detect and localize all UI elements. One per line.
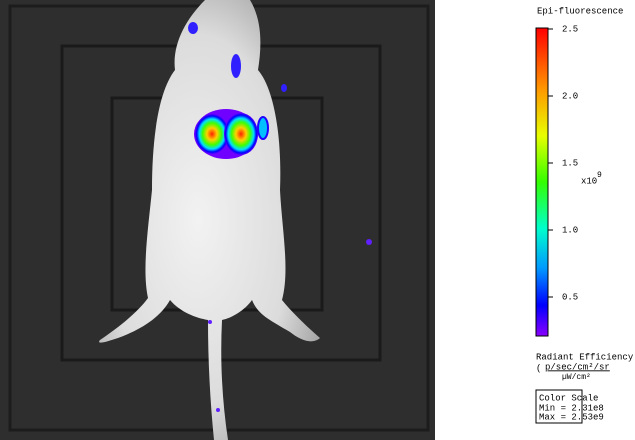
panel-title: Epi-fluorescence — [537, 6, 623, 16]
signal-spot — [188, 22, 198, 34]
color-scale-box — [535, 389, 583, 424]
color-scale-max: Max = 2.53e9 — [539, 412, 604, 422]
color-scale-min: Min = 2.31e8 — [539, 403, 604, 413]
mouse — [99, 0, 320, 440]
signal-spot — [216, 408, 220, 412]
signal-spot — [231, 54, 241, 78]
exponent: 9 — [597, 171, 602, 180]
signal-blob — [224, 113, 258, 155]
tick-label: 2.0 — [562, 91, 578, 101]
tick-label: 1.5 — [562, 158, 578, 168]
signal-spot — [281, 84, 287, 92]
unit-numerator: p/sec/cm²/sr — [545, 362, 610, 372]
tick-group: 2.5 2.0 1.5 1.0 0.5 — [548, 24, 578, 302]
color-bar-panel: Epi-fluorescence 2.5 2.0 1.5 1.0 0.5 x10 9 R… — [535, 6, 634, 424]
color-scale-title: Color Scale — [539, 393, 598, 403]
tick-label: 2.5 — [562, 24, 578, 34]
image-view — [0, 0, 435, 440]
signal-spot — [366, 239, 372, 245]
unit-denominator: µW/cm² — [562, 373, 591, 382]
tick-label: 0.5 — [562, 292, 578, 302]
tick-label: 1.0 — [562, 225, 578, 235]
signal-blob — [195, 114, 229, 154]
multiplier: x10 — [581, 176, 597, 186]
unit-paren: ( — [536, 363, 541, 373]
unit-label: Radiant Efficiency — [536, 352, 634, 362]
color-bar — [535, 27, 549, 337]
signal-blob — [257, 116, 269, 140]
signal-spot — [208, 320, 212, 324]
